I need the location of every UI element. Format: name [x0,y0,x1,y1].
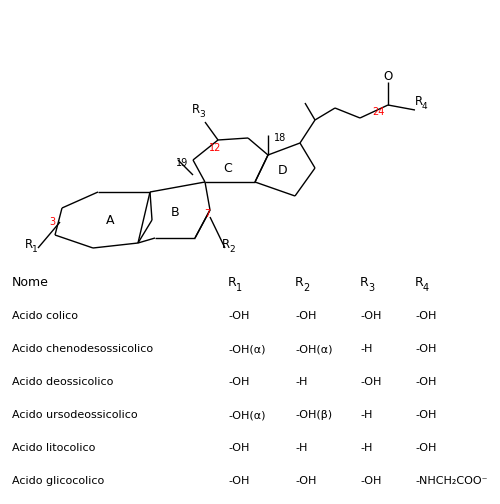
Text: 3: 3 [49,217,55,227]
Text: 24: 24 [372,107,384,117]
Text: R: R [415,277,424,289]
Text: O: O [384,70,392,83]
Text: -OH(α): -OH(α) [228,344,266,354]
Text: R: R [415,95,423,108]
Text: -OH: -OH [415,344,436,354]
Text: -OH(α): -OH(α) [295,344,333,354]
Text: 1: 1 [236,283,242,293]
Text: 1: 1 [32,245,38,254]
Text: -OH: -OH [228,311,250,321]
Text: -NHCH₂COO⁻: -NHCH₂COO⁻ [415,476,488,486]
Text: Acido deossicolico: Acido deossicolico [12,377,114,387]
Text: 18: 18 [274,133,286,143]
Text: R: R [228,277,237,289]
Text: Acido litocolico: Acido litocolico [12,443,96,453]
Text: A: A [106,214,114,226]
Text: R: R [25,238,33,251]
Text: Acido ursodeossicolico: Acido ursodeossicolico [12,410,138,420]
Text: -H: -H [295,377,308,387]
Text: 19: 19 [176,158,188,168]
Text: 2: 2 [303,283,309,293]
Text: -OH: -OH [295,311,316,321]
Text: -OH: -OH [415,443,436,453]
Text: R: R [360,277,369,289]
Text: 4: 4 [422,102,428,111]
Text: -H: -H [295,443,308,453]
Text: 4: 4 [423,283,429,293]
Text: -OH(β): -OH(β) [295,410,332,420]
Text: Acido colico: Acido colico [12,311,78,321]
Text: B: B [170,206,179,219]
Text: 3: 3 [368,283,374,293]
Text: D: D [278,163,288,176]
Text: 3: 3 [199,110,205,119]
Text: -OH: -OH [415,410,436,420]
Text: R: R [192,103,200,116]
Text: R: R [222,238,230,251]
Text: -OH(α): -OH(α) [228,410,266,420]
Text: Acido chenodesossicolico: Acido chenodesossicolico [12,344,153,354]
Text: 7: 7 [204,209,210,219]
Text: -OH: -OH [360,311,382,321]
Text: -OH: -OH [228,476,250,486]
Text: C: C [224,161,232,174]
Text: -OH: -OH [360,377,382,387]
Text: -OH: -OH [295,476,316,486]
Text: -OH: -OH [228,377,250,387]
Text: Acido glicocolico: Acido glicocolico [12,476,104,486]
Text: 2: 2 [229,245,234,254]
Text: Nome: Nome [12,277,49,289]
Text: -OH: -OH [415,311,436,321]
Text: -OH: -OH [228,443,250,453]
Text: -OH: -OH [415,377,436,387]
Text: -OH: -OH [360,476,382,486]
Text: 12: 12 [209,143,221,153]
Text: R: R [295,277,304,289]
Text: -H: -H [360,344,372,354]
Text: -H: -H [360,410,372,420]
Text: -H: -H [360,443,372,453]
